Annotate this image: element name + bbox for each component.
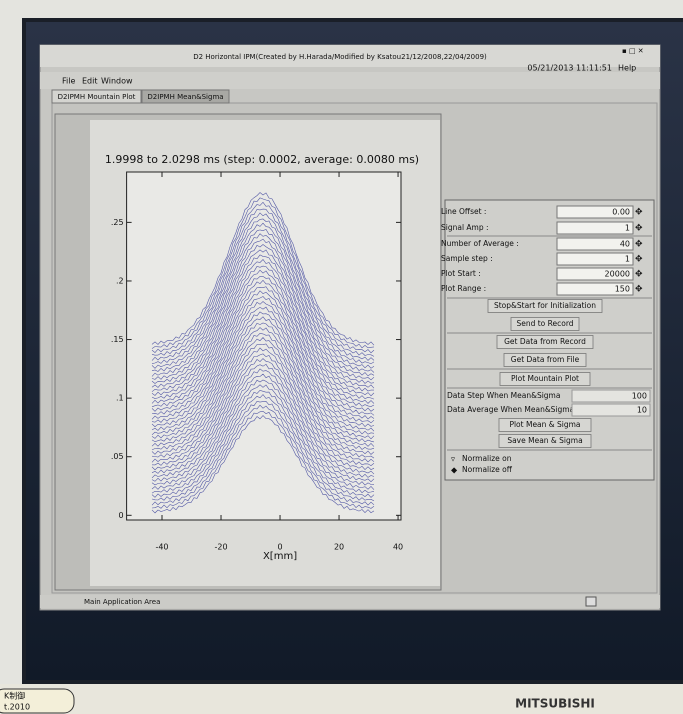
- button[interactable]: Send to Record: [511, 318, 579, 331]
- button-label[interactable]: Save Mean & Sigma: [507, 436, 582, 445]
- button-label[interactable]: Get Data from Record: [504, 337, 586, 346]
- x-tick-label: -20: [214, 543, 227, 552]
- field-value[interactable]: 1: [625, 224, 630, 233]
- x-tick-label: 20: [334, 543, 344, 552]
- tab[interactable]: D2IPMH Mean&Sigma: [142, 90, 229, 103]
- field-value[interactable]: 0.00: [612, 208, 630, 217]
- plot-title: 1.9998 to 2.0298 ms (step: 0.0002, avera…: [105, 153, 419, 166]
- field-label: Plot Start :: [441, 269, 481, 278]
- brand: MITSUBISHI: [515, 697, 595, 711]
- button-label[interactable]: Get Data from File: [511, 355, 580, 364]
- button-label[interactable]: Plot Mean & Sigma: [509, 420, 580, 429]
- spin-control[interactable]: ✥: [635, 208, 643, 218]
- status-icon: [586, 597, 596, 606]
- spin-control[interactable]: ✥: [635, 285, 643, 295]
- spin-control[interactable]: ✥: [635, 255, 643, 265]
- button[interactable]: Get Data from Record: [497, 336, 593, 349]
- menu-bar: [40, 72, 660, 89]
- button[interactable]: Plot Mean & Sigma: [499, 419, 591, 432]
- field-value[interactable]: 150: [615, 285, 630, 294]
- button-label[interactable]: Send to Record: [516, 319, 573, 328]
- field-value[interactable]: 1: [625, 255, 630, 264]
- spin-control[interactable]: ✥: [635, 240, 643, 250]
- menu-item[interactable]: Window: [101, 77, 133, 86]
- button[interactable]: Save Mean & Sigma: [499, 435, 591, 448]
- field-input[interactable]: [557, 253, 633, 265]
- window-title: D2 Horizontal IPM(Created by H.Harada/Mo…: [193, 53, 487, 61]
- param-label: Data Step When Mean&Sigma: [447, 391, 560, 400]
- x-tick-label: 40: [393, 543, 403, 552]
- menu-item[interactable]: File: [62, 77, 75, 86]
- y-tick-label: .1: [116, 394, 124, 403]
- param-label: Data Average When Mean&Sigma: [447, 405, 574, 414]
- button[interactable]: Get Data from File: [504, 354, 586, 367]
- sticker-text: K制御: [4, 691, 25, 701]
- button[interactable]: Stop&Start for Initialization: [488, 300, 602, 313]
- y-tick-label: .2: [116, 276, 124, 285]
- datetime: 05/21/2013 11:11:51: [527, 64, 612, 73]
- field-label: Sample step :: [441, 254, 493, 263]
- spin-control[interactable]: ✥: [635, 224, 643, 234]
- y-tick-label: .15: [111, 335, 124, 344]
- field-label: Number of Average :: [441, 239, 519, 248]
- radio-indicator[interactable]: ◆: [451, 466, 458, 475]
- sticker-text: t.2010: [4, 703, 30, 712]
- radio-indicator[interactable]: ▿: [451, 455, 455, 464]
- y-tick-label: 0: [119, 511, 124, 520]
- field-value[interactable]: 40: [620, 240, 630, 249]
- param-value[interactable]: 10: [637, 406, 647, 415]
- monitor-photo: K制御 t.2010 MITSUBISHI D2 Horizontal IPM(…: [0, 0, 683, 714]
- field-value[interactable]: 20000: [605, 270, 630, 279]
- radio-label[interactable]: Normalize off: [462, 465, 513, 474]
- menu-item[interactable]: Edit: [82, 77, 98, 86]
- button[interactable]: Plot Mountain Plot: [500, 373, 590, 386]
- button-label[interactable]: Plot Mountain Plot: [511, 374, 579, 383]
- mountain-plot: 1.9998 to 2.0298 ms (step: 0.0002, avera…: [105, 153, 419, 562]
- spin-control[interactable]: ✥: [635, 270, 643, 280]
- tab[interactable]: D2IPMH Mountain Plot: [52, 90, 141, 103]
- tab-label[interactable]: D2IPMH Mountain Plot: [58, 93, 136, 101]
- field-label: Plot Range :: [441, 284, 486, 293]
- field-label: Signal Amp :: [441, 223, 489, 232]
- y-tick-label: .25: [111, 218, 124, 227]
- radio-label[interactable]: Normalize on: [462, 454, 512, 463]
- x-axis-label: X[mm]: [263, 551, 297, 562]
- field-input[interactable]: [557, 222, 633, 234]
- x-tick-label: -40: [155, 543, 168, 552]
- param-value[interactable]: 100: [632, 392, 647, 401]
- field-label: Line Offset :: [441, 207, 486, 216]
- y-tick-label: .05: [111, 452, 124, 461]
- window-controls[interactable]: ▪ □ ✕: [622, 47, 644, 55]
- help-menu[interactable]: Help: [618, 64, 636, 73]
- tab-label[interactable]: D2IPMH Mean&Sigma: [147, 93, 223, 101]
- status-text: Main Application Area: [84, 598, 160, 606]
- button-label[interactable]: Stop&Start for Initialization: [494, 301, 596, 310]
